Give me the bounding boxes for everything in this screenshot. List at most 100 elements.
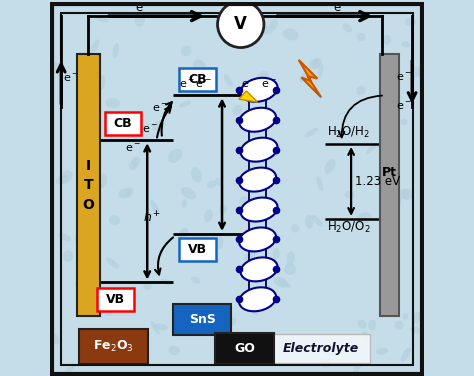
Ellipse shape — [169, 346, 180, 355]
Ellipse shape — [261, 26, 275, 35]
Ellipse shape — [366, 143, 377, 155]
Ellipse shape — [179, 228, 189, 239]
Ellipse shape — [181, 187, 196, 199]
Ellipse shape — [241, 258, 278, 281]
Text: H$_2$O/H$_2$: H$_2$O/H$_2$ — [327, 125, 370, 140]
Ellipse shape — [286, 251, 295, 265]
Text: VB: VB — [188, 243, 207, 256]
Ellipse shape — [239, 227, 276, 252]
Ellipse shape — [410, 67, 422, 78]
Ellipse shape — [401, 347, 411, 361]
Ellipse shape — [259, 232, 266, 243]
Ellipse shape — [223, 329, 234, 339]
Ellipse shape — [59, 170, 73, 184]
Text: e$^-$: e$^-$ — [333, 2, 350, 15]
Ellipse shape — [403, 313, 408, 320]
Ellipse shape — [218, 347, 229, 357]
Text: CB: CB — [188, 73, 207, 86]
Ellipse shape — [342, 23, 352, 32]
FancyBboxPatch shape — [179, 238, 216, 261]
Ellipse shape — [105, 98, 120, 108]
FancyBboxPatch shape — [173, 304, 231, 335]
Ellipse shape — [77, 235, 83, 246]
Ellipse shape — [318, 64, 323, 78]
Ellipse shape — [131, 156, 140, 167]
Ellipse shape — [207, 181, 216, 188]
Ellipse shape — [382, 67, 389, 75]
Ellipse shape — [358, 320, 367, 329]
FancyBboxPatch shape — [380, 54, 400, 316]
Ellipse shape — [228, 317, 236, 327]
Text: e$^-$: e$^-$ — [152, 103, 168, 114]
Ellipse shape — [58, 233, 72, 241]
Ellipse shape — [109, 215, 120, 226]
Ellipse shape — [154, 323, 168, 330]
Ellipse shape — [106, 258, 118, 268]
Ellipse shape — [283, 29, 299, 40]
Ellipse shape — [311, 215, 323, 227]
Ellipse shape — [345, 191, 355, 198]
Ellipse shape — [125, 187, 133, 197]
FancyBboxPatch shape — [105, 112, 141, 135]
Text: e$^-$ e$^-$: e$^-$ e$^-$ — [241, 79, 277, 90]
Ellipse shape — [323, 343, 335, 357]
Ellipse shape — [49, 332, 60, 344]
Ellipse shape — [248, 185, 255, 192]
Ellipse shape — [319, 356, 331, 367]
Ellipse shape — [51, 62, 64, 74]
Ellipse shape — [411, 312, 421, 323]
Ellipse shape — [218, 16, 226, 28]
Ellipse shape — [143, 282, 152, 290]
Ellipse shape — [309, 59, 321, 70]
Ellipse shape — [241, 197, 278, 221]
Ellipse shape — [209, 324, 219, 329]
Ellipse shape — [232, 105, 243, 115]
Ellipse shape — [299, 73, 307, 82]
Ellipse shape — [56, 175, 69, 184]
Ellipse shape — [389, 170, 398, 177]
FancyBboxPatch shape — [77, 54, 100, 316]
Text: 1.23 eV: 1.23 eV — [355, 175, 400, 188]
Polygon shape — [299, 60, 321, 97]
Ellipse shape — [401, 41, 410, 48]
Ellipse shape — [241, 138, 278, 162]
Ellipse shape — [99, 328, 108, 336]
Ellipse shape — [383, 35, 391, 45]
Ellipse shape — [128, 161, 137, 170]
Text: GO: GO — [234, 342, 255, 355]
FancyBboxPatch shape — [215, 333, 274, 364]
Ellipse shape — [394, 321, 403, 330]
Ellipse shape — [215, 178, 222, 186]
Ellipse shape — [239, 108, 276, 132]
Ellipse shape — [105, 311, 112, 315]
Ellipse shape — [224, 74, 232, 86]
Ellipse shape — [91, 39, 99, 53]
Ellipse shape — [263, 285, 272, 294]
Ellipse shape — [196, 310, 209, 321]
Ellipse shape — [245, 139, 256, 152]
Ellipse shape — [357, 33, 365, 41]
Ellipse shape — [118, 188, 130, 198]
Ellipse shape — [273, 277, 288, 288]
Ellipse shape — [191, 276, 200, 284]
Ellipse shape — [97, 17, 109, 23]
Ellipse shape — [368, 320, 376, 330]
Ellipse shape — [356, 212, 372, 223]
Ellipse shape — [291, 224, 300, 232]
Ellipse shape — [151, 321, 160, 335]
Ellipse shape — [75, 234, 83, 249]
Ellipse shape — [98, 173, 107, 188]
Ellipse shape — [88, 62, 99, 71]
FancyBboxPatch shape — [273, 334, 370, 363]
Text: Fe$_2$O$_3$: Fe$_2$O$_3$ — [93, 339, 134, 354]
Text: e$^-$e$^-$: e$^-$e$^-$ — [179, 79, 212, 90]
Ellipse shape — [304, 128, 318, 138]
Text: e$^-$: e$^-$ — [396, 101, 412, 112]
FancyBboxPatch shape — [179, 68, 216, 91]
Ellipse shape — [410, 326, 419, 334]
Ellipse shape — [204, 209, 213, 222]
Ellipse shape — [160, 279, 173, 285]
Ellipse shape — [313, 58, 322, 67]
Ellipse shape — [191, 167, 202, 182]
Ellipse shape — [239, 197, 251, 210]
